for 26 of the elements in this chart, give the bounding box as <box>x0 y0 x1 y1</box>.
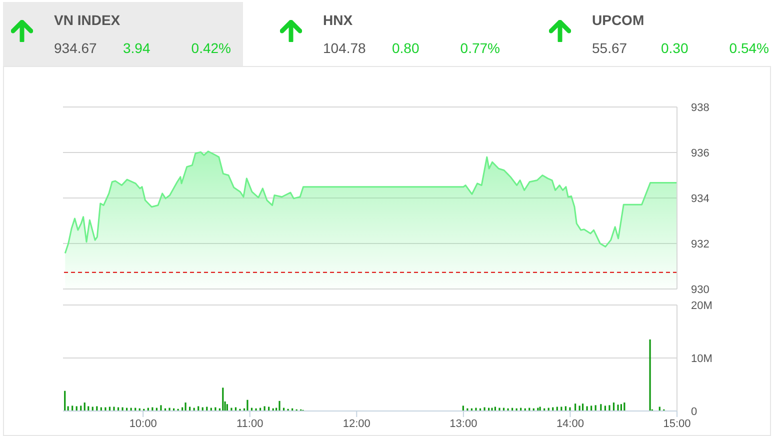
y-tick-label: 10M <box>691 352 712 365</box>
text: HNX <box>323 12 353 28</box>
x-tick-label: 13:00 <box>450 418 478 430</box>
text: 0.30 <box>661 40 688 56</box>
x-tick-label: 11:00 <box>236 418 264 430</box>
x-tick-label: 10:00 <box>129 418 157 430</box>
text: 0.80 <box>392 40 420 56</box>
x-tick-label: 12:00 <box>342 418 370 430</box>
text: 3.94 <box>123 40 150 56</box>
x-tick-label: 15:00 <box>663 418 691 430</box>
text: 55.67 <box>592 40 628 56</box>
text: 934.67 <box>54 40 97 56</box>
text: UPCOM <box>592 12 644 28</box>
text: 0.54% <box>729 40 769 56</box>
text: 0.42% <box>191 40 231 56</box>
y-tick-label: 0 <box>691 406 698 418</box>
text: 0.77% <box>460 40 500 56</box>
y-tick-label: 938 <box>691 102 710 114</box>
y-tick-label: 936 <box>691 147 710 160</box>
x-tick-label: 14:00 <box>556 418 584 430</box>
text: VN INDEX <box>54 12 120 28</box>
y-tick-label: 932 <box>691 238 710 250</box>
y-tick-label: 934 <box>691 192 710 205</box>
y-tick-label: 930 <box>691 284 710 296</box>
text: 104.78 <box>323 40 366 56</box>
y-tick-label: 20M <box>691 300 712 312</box>
